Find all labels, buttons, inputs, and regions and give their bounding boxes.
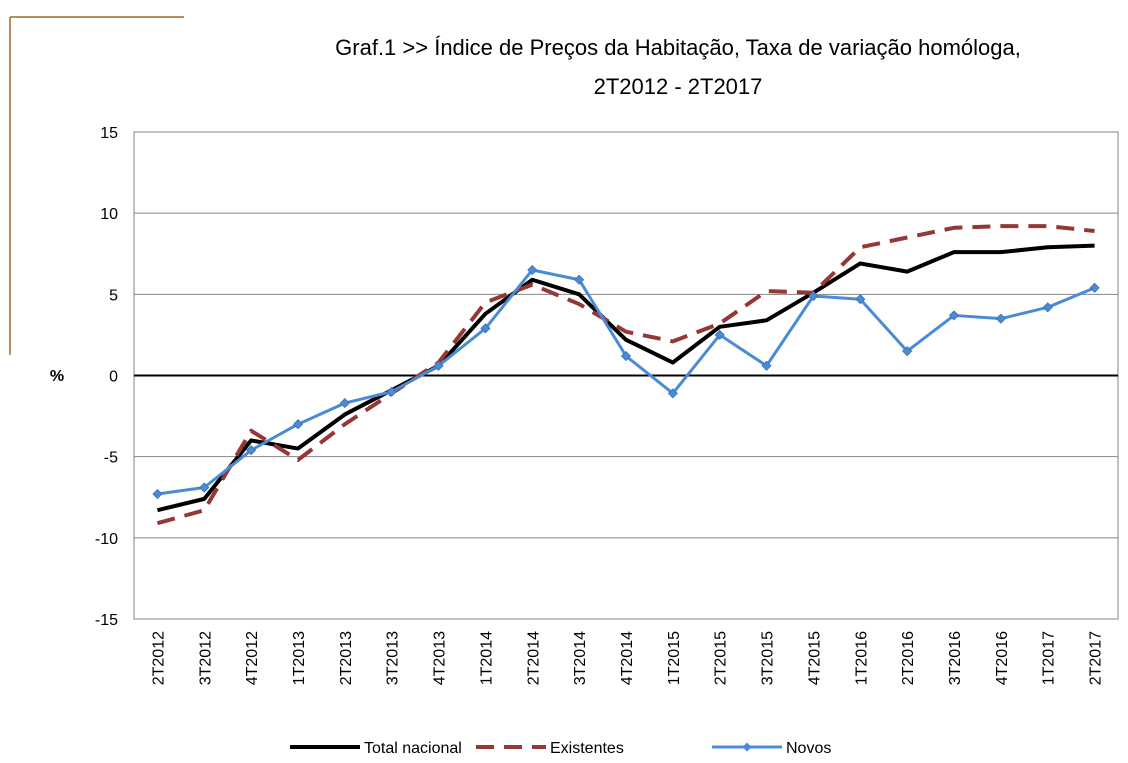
marker [620,350,632,362]
y-tick-label: -15 [95,612,118,629]
marker [199,482,210,493]
x-tick-label: 1T2017 [1041,631,1058,685]
y-tick-label: 10 [100,206,118,223]
x-tick-label: 3T2012 [197,631,214,685]
marker [1042,302,1053,313]
marker [339,398,350,409]
x-tick-label: 2T2015 [713,631,730,685]
marker [527,264,538,276]
x-tick-label: 1T2015 [666,631,683,685]
y-tick-label: -10 [95,531,118,548]
x-tick-label: 2T2014 [525,631,542,685]
marker [948,310,960,321]
marker [480,323,491,334]
marker [808,290,819,302]
x-tick-label: 2T2016 [900,631,917,685]
x-tick-label: 3T2013 [385,631,402,685]
marker [152,488,163,500]
x-tick-label: 4T2016 [994,631,1011,685]
y-axis-label: % [50,368,64,385]
marker [246,445,257,456]
x-tick-label: 1T2014 [478,631,495,685]
y-tick-label: 5 [109,287,118,304]
marker [667,388,678,399]
marker [386,386,397,397]
marker [855,294,866,305]
series-line [156,224,1095,526]
series-line [156,243,1095,513]
marker [761,360,772,371]
x-tick-label: 3T2014 [572,631,589,685]
marker [995,313,1006,324]
marker [714,329,725,340]
y-tick-label: 15 [100,125,118,142]
chart-title: Graf.1 >> Índice de Preços da Habitação,… [335,35,1021,60]
chart-title: 2T2012 - 2T2017 [594,74,763,99]
x-tick-label: 4T2012 [244,631,261,685]
legend-label: Existentes [550,740,624,757]
x-tick-label: 1T2016 [853,631,870,685]
marker [1089,282,1100,293]
x-tick-label: 4T2015 [806,631,823,685]
y-tick-label: 0 [109,369,118,386]
marker [902,346,913,357]
marker [292,419,304,430]
marker [574,274,585,285]
x-tick-label: 3T2016 [947,631,964,685]
legend-marker [742,742,752,752]
legend-label: Novos [786,740,831,757]
marker [433,360,444,371]
legend-label: Total nacional [364,740,462,757]
x-tick-label: 4T2014 [619,631,636,685]
x-tick-label: 4T2013 [432,631,449,685]
x-tick-label: 1T2013 [291,631,308,685]
y-tick-label: -5 [104,450,118,467]
x-tick-label: 3T2015 [760,631,777,685]
x-tick-label: 2T2012 [150,631,167,685]
x-tick-label: 2T2017 [1088,631,1105,685]
x-tick-label: 2T2013 [338,631,355,685]
